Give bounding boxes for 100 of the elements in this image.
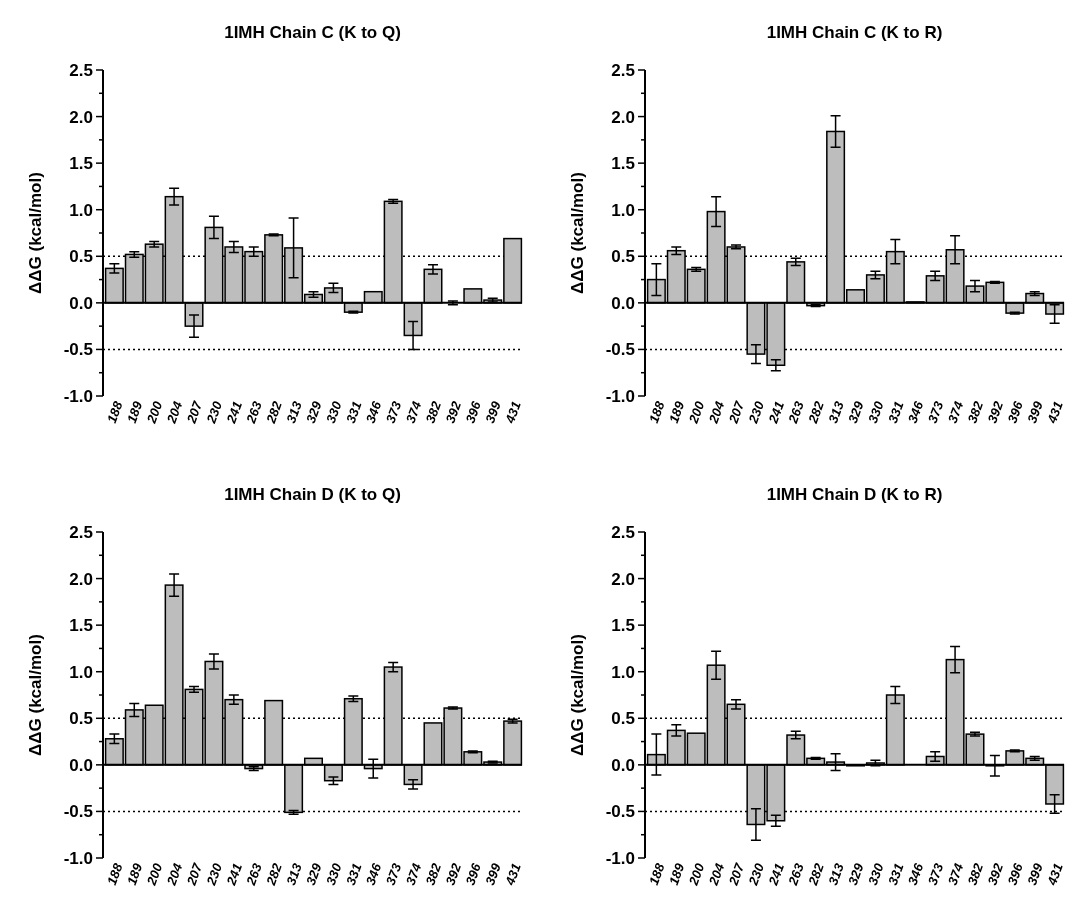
x-tick-label: 204 xyxy=(705,398,728,426)
x-tick-label: 382 xyxy=(422,860,445,887)
x-tick-label: 331 xyxy=(884,399,907,425)
x-tick-label: 374 xyxy=(944,860,967,887)
x-tick-label: 200 xyxy=(685,860,708,888)
x-tick-label: 329 xyxy=(303,398,325,425)
y-tick-label: 0.5 xyxy=(611,247,635,267)
x-tick-label: 313 xyxy=(825,860,847,887)
x-tick-label: 331 xyxy=(884,861,907,887)
y-axis-title: ΔΔG (kcal/mol) xyxy=(26,172,45,294)
y-tick-label: 1.5 xyxy=(611,154,635,174)
x-tick-label: 382 xyxy=(964,860,987,887)
x-tick-label: 207 xyxy=(183,860,206,888)
x-tick-label: 189 xyxy=(123,398,146,425)
y-tick-label: 2.0 xyxy=(611,569,635,589)
y-tick-label: 1.5 xyxy=(69,616,93,636)
y-tick-label: 0.0 xyxy=(69,755,93,775)
x-tick-label: 330 xyxy=(864,398,887,425)
y-tick-label: 1.0 xyxy=(611,662,635,682)
x-tick-label: 373 xyxy=(382,860,405,887)
x-tick-label: 373 xyxy=(924,860,947,887)
x-tick-label: 189 xyxy=(665,860,688,887)
y-tick-label: 2.0 xyxy=(611,107,635,127)
x-tick-label: 200 xyxy=(685,398,708,426)
chart-title: 1IMH Chain D (K to R) xyxy=(766,485,943,504)
x-tick-label: 313 xyxy=(283,860,305,887)
x-tick-label: 330 xyxy=(864,860,887,887)
y-tick-label: -1.0 xyxy=(605,848,635,868)
x-tick-label: 188 xyxy=(645,860,668,887)
y-tick-label: 1.0 xyxy=(611,200,635,220)
x-tick-label: 207 xyxy=(183,398,206,426)
x-tick-label: 200 xyxy=(143,398,166,426)
x-tick-label: 396 xyxy=(1004,398,1027,425)
x-tick-label: 241 xyxy=(223,861,245,888)
x-tick-label: 374 xyxy=(402,398,425,425)
x-tick-label: 373 xyxy=(382,398,405,425)
y-tick-label: 0.0 xyxy=(69,293,93,313)
chart-title: 1IMH Chain C (K to R) xyxy=(766,23,943,42)
x-tick-label: 189 xyxy=(123,860,146,887)
y-tick-label: 2.5 xyxy=(69,522,93,542)
y-axis-title: ΔΔG (kcal/mol) xyxy=(568,172,587,294)
x-tick-label: 230 xyxy=(745,398,768,426)
x-tick-label: 392 xyxy=(442,860,465,887)
x-tick-label: 382 xyxy=(964,398,987,425)
x-tick-label: 189 xyxy=(665,398,688,425)
y-tick-label: -1.0 xyxy=(63,848,93,868)
y-tick-label: 1.0 xyxy=(69,200,93,220)
x-tick-label: 230 xyxy=(203,860,226,888)
x-tick-label: 313 xyxy=(283,398,305,425)
x-tick-label: 207 xyxy=(725,860,748,888)
x-tick-label: 392 xyxy=(442,398,465,425)
x-tick-label: 329 xyxy=(303,860,325,887)
y-tick-label: -0.5 xyxy=(63,340,93,360)
x-tick-label: 330 xyxy=(322,398,345,425)
x-tick-label: 396 xyxy=(1004,860,1027,887)
y-tick-label: -0.5 xyxy=(605,340,635,360)
y-axis-title: ΔΔG (kcal/mol) xyxy=(26,634,45,756)
y-tick-label: -1.0 xyxy=(63,386,93,406)
y-tick-label: 2.5 xyxy=(69,60,93,80)
x-tick-label: 329 xyxy=(845,860,867,887)
x-tick-label: 313 xyxy=(825,398,847,425)
x-tick-label: 331 xyxy=(342,861,365,887)
y-tick-label: -0.5 xyxy=(605,802,635,822)
x-tick-label: 382 xyxy=(422,398,445,425)
x-tick-label: 392 xyxy=(984,860,1007,887)
chart-title: 1IMH Chain C (K to Q) xyxy=(224,23,401,42)
x-tick-label: 374 xyxy=(402,860,425,887)
y-tick-label: 2.0 xyxy=(69,569,93,589)
y-axis-title: ΔΔG (kcal/mol) xyxy=(568,634,587,756)
x-tick-label: 204 xyxy=(163,860,186,888)
x-tick-label: 330 xyxy=(322,860,345,887)
y-tick-label: -1.0 xyxy=(605,386,635,406)
x-tick-label: 241 xyxy=(765,399,787,426)
y-tick-label: 0.5 xyxy=(69,709,93,729)
x-tick-label: 392 xyxy=(984,398,1007,425)
x-tick-label: 241 xyxy=(223,399,245,426)
x-tick-label: 331 xyxy=(342,399,365,425)
x-tick-label: 230 xyxy=(203,398,226,426)
x-tick-label: 204 xyxy=(163,398,186,426)
x-tick-label: 188 xyxy=(645,398,668,425)
y-tick-label: 0.5 xyxy=(69,247,93,267)
y-tick-label: 2.0 xyxy=(69,107,93,127)
y-tick-label: 1.5 xyxy=(611,616,635,636)
x-tick-label: 373 xyxy=(924,398,947,425)
x-tick-label: 200 xyxy=(143,860,166,888)
chart-title: 1IMH Chain D (K to Q) xyxy=(224,485,401,504)
x-tick-label: 346 xyxy=(362,398,385,425)
x-tick-label: 346 xyxy=(904,860,927,887)
x-tick-label: 374 xyxy=(944,398,967,425)
y-tick-label: 2.5 xyxy=(611,60,635,80)
y-tick-label: 0.0 xyxy=(611,755,635,775)
x-tick-label: 207 xyxy=(725,398,748,426)
x-tick-label: 396 xyxy=(462,860,485,887)
y-tick-label: 2.5 xyxy=(611,522,635,542)
x-tick-label: 329 xyxy=(845,398,867,425)
y-tick-label: 0.0 xyxy=(611,293,635,313)
y-tick-label: 0.5 xyxy=(611,709,635,729)
y-tick-label: -0.5 xyxy=(63,802,93,822)
x-tick-label: 204 xyxy=(705,860,728,888)
x-tick-label: 188 xyxy=(103,398,126,425)
